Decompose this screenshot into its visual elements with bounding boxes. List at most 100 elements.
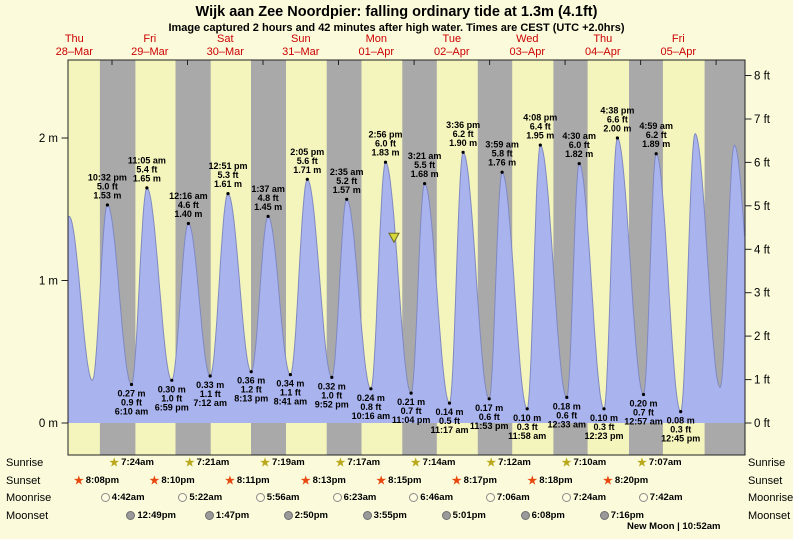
low-tide-annotation: 0.3 ft [593,422,614,432]
high-tide-annotation: 4:08 pm [523,113,557,123]
right-axis-label-ft: 1 ft [754,375,771,387]
sunrise-time: 7:10am [573,457,607,468]
sunset-entry: ★ 8:15pm [376,475,421,486]
moonrise-moon-icon [638,493,648,502]
day-label-dow: Sat [217,33,234,45]
low-tide-annotation: 7:12 am [193,398,227,408]
low-tide-annotation: 8:41 am [274,397,308,407]
low-tide-annotation: 0.6 ft [479,412,500,422]
low-tide-dot [525,407,529,411]
plot-border [67,59,746,456]
low-tide-annotation: 0.9 ft [121,398,142,408]
low-tide-annotation: 0.34 m [276,379,304,389]
left-axis-label-m: 0 m [39,418,58,430]
day-label-dow: Wed [516,33,538,45]
high-tide-annotation: 12:51 pm [208,161,247,171]
sunset-row-label-left: Sunset [6,475,41,487]
sunset-star-icon: ★ [527,474,538,487]
high-tide-dot [345,197,349,201]
low-tide-annotation: 12:57 am [624,417,663,427]
sunset-time: 8:13pm [312,475,346,486]
moonrise-entry: 5:56am [255,492,299,503]
high-tide-dot [383,160,388,164]
low-tide-annotation: 10:16 am [352,411,391,421]
high-tide-annotation: 1.82 m [565,149,593,159]
sunrise-time: 7:14am [422,457,456,468]
high-tide-annotation: 4.6 ft [178,200,199,210]
low-tide-annotation: 0.36 m [237,376,265,386]
high-tide-annotation: 6.6 ft [607,115,628,125]
moonrise-entry: 7:24am [562,492,606,503]
low-tide-annotation: 0.5 ft [439,416,460,426]
low-tide-dot [641,392,646,397]
sunset-star-icon: ★ [603,474,613,487]
low-tide-annotation: 8:13 pm [234,394,268,404]
moonrise-moon-icon [562,493,572,502]
sunset-entry: ★ 8:10pm [150,475,195,486]
high-tide-dot [305,177,309,181]
sunrise-star-icon: ★ [637,456,647,469]
high-tide-dot [186,221,190,226]
high-tide-annotation: 6.0 ft [375,139,396,149]
day-label-dow: Fri [143,33,156,45]
low-tide-annotation: 11:04 pm [392,415,431,425]
sunrise-row-label-right: Sunrise [748,457,786,469]
high-tide-annotation: 3:59 am [485,140,519,150]
low-tide-dot [170,378,174,382]
low-tide-dot [447,401,452,405]
sunset-time: 8:11pm [236,475,270,486]
current-tide-marker [388,232,400,244]
moonrise-row: Moonrise Moonrise 4:42am 5:22am 5:56am 6:23… [0,490,793,507]
high-tide-annotation: 1:37 am [251,184,285,194]
high-tide-annotation: 1.40 m [174,209,202,219]
right-axis-label-ft: 0 ft [754,418,771,430]
right-axis-label-ft: 3 ft [754,288,771,300]
moonset-time: 5:01pm [452,510,486,521]
sunset-time: 8:08pm [85,475,120,486]
low-tide-annotation: 12:23 pm [584,431,623,441]
low-tide-dot [129,382,134,387]
low-tide-dot [288,373,292,377]
sunset-entry: ★ 8:13pm [301,475,346,486]
moonrise-moon-icon [255,493,265,502]
high-tide-annotation: 4:59 am [639,121,673,131]
sunrise-entry: ★ 7:19am [260,457,305,468]
low-tide-annotation: 0.8 ft [360,402,381,412]
high-tide-annotation: 1.68 m [411,169,439,179]
high-tide-dot [226,192,230,196]
high-tide-annotation: 5.8 ft [492,149,513,159]
low-tide-annotation: 6:59 pm [155,402,189,412]
high-tide-annotation: 3:36 pm [446,120,480,130]
tide-curve-line [68,132,745,413]
moonrise-row-label-right: Moonrise [748,492,793,504]
left-axis-label-m: 1 m [39,276,58,288]
sunrise-time: 7:19am [271,457,305,468]
sunrise-star-icon: ★ [109,456,120,469]
high-tide-annotation: 1.83 m [371,148,399,158]
moonrise-time: 7:06am [496,492,530,503]
moonset-moon-icon [362,511,372,520]
sunrise-star-icon: ★ [486,456,497,469]
sunrise-time: 7:24am [121,457,154,468]
low-tide-dot [249,370,253,374]
moonrise-entry: 7:06am [485,492,530,503]
high-tide-annotation: 1.45 m [254,202,282,212]
high-tide-dot [577,162,581,166]
low-tide-annotation: 0.6 ft [556,410,577,420]
day-label-date: 28–Mar [56,46,94,58]
high-tide-annotation: 10:32 pm [88,173,127,183]
high-tide-dot [423,182,427,186]
moonset-entry: 2:50pm [283,510,328,521]
moonset-time: 6:08pm [531,510,565,521]
low-tide-dot [208,374,212,378]
high-tide-dot [615,136,620,140]
moonset-entry: 5:01pm [441,510,486,521]
sunset-star-icon: ★ [451,474,462,487]
sunrise-entry: ★ 7:10am [562,457,607,468]
sunset-star-icon: ★ [300,474,311,487]
sunrise-entry: ★ 7:14am [411,457,456,468]
moonset-entry: 1:47pm [204,510,249,521]
sunrise-row: Sunrise Sunrise ★ 7:24am ★ 7:21am ★ 7:19am ★ 7:… [0,455,793,472]
moonrise-time: 5:22am [189,492,223,503]
